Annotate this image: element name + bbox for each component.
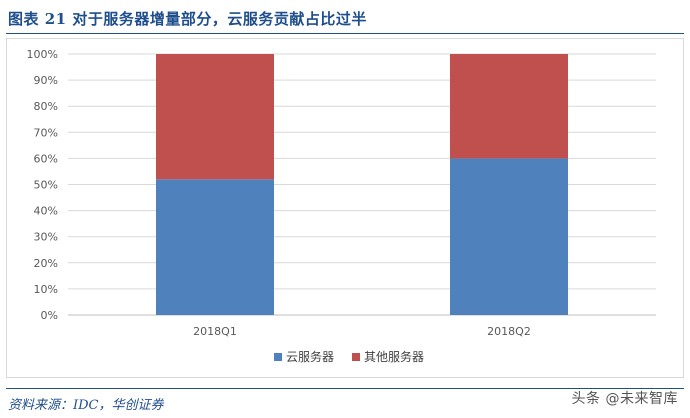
y-tick-label: 60% [34, 152, 58, 165]
x-tick-label: 2018Q2 [487, 325, 531, 338]
y-tick-label: 0% [41, 309, 58, 322]
y-tick-label: 100% [27, 48, 58, 61]
legend-label: 云服务器 [286, 349, 334, 364]
y-tick-label: 30% [34, 231, 58, 244]
bar-segment [156, 179, 274, 315]
title-divider [6, 33, 684, 34]
footer-divider [6, 388, 684, 389]
y-tick-label: 90% [34, 74, 58, 87]
y-tick-label: 10% [34, 283, 58, 296]
legend-label: 其他服务器 [364, 349, 424, 364]
watermark: 头条 @未来智库 [571, 391, 678, 407]
y-tick-label: 40% [34, 205, 58, 218]
y-tick-label: 20% [34, 257, 58, 270]
y-tick-label: 70% [34, 126, 58, 139]
y-tick-label: 50% [34, 179, 58, 192]
bar-segment [450, 54, 568, 159]
y-tick-label: 80% [34, 100, 58, 113]
chart-title: 图表 21 对于服务器增量部分，云服务贡献占比过半 [8, 10, 367, 28]
source-note: 资料来源：IDC，华创证券 [8, 398, 164, 413]
bar-segment [156, 54, 274, 180]
legend-swatch [352, 353, 360, 361]
bar-segment [450, 158, 568, 315]
chart-frame [6, 38, 684, 378]
legend-swatch [274, 353, 282, 361]
x-tick-label: 2018Q1 [193, 325, 237, 338]
